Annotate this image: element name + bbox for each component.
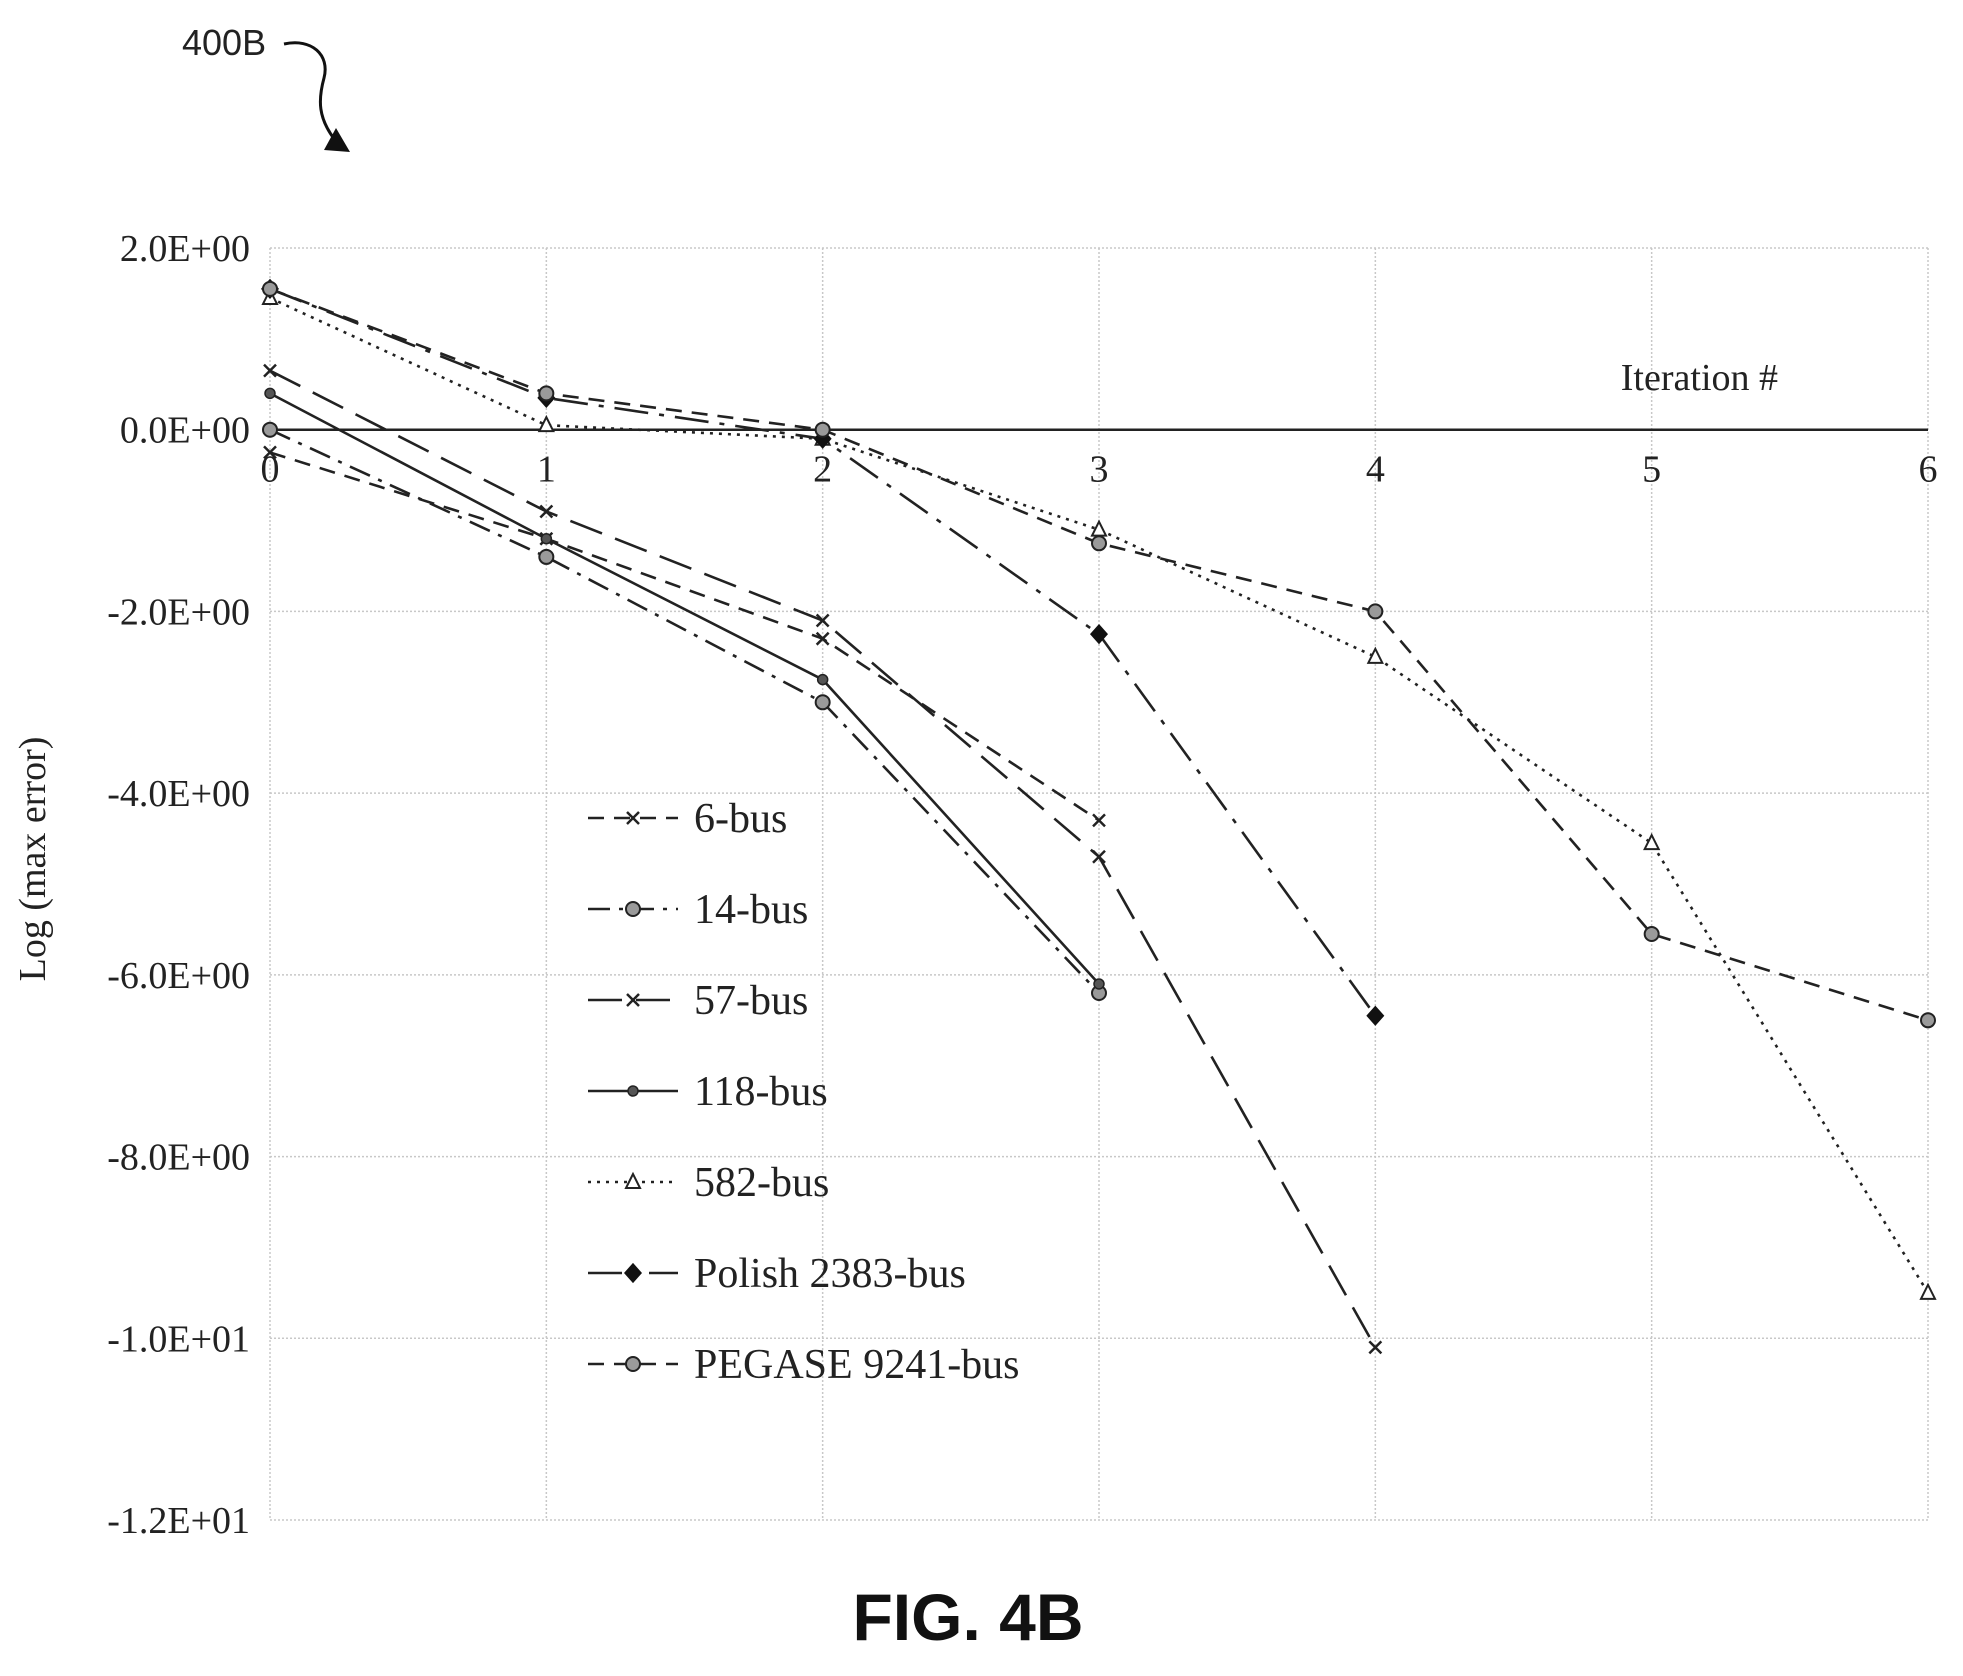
data-point [1089, 624, 1109, 645]
data-point [1643, 832, 1661, 851]
data-point [815, 613, 830, 628]
x-marker-stroke [815, 631, 830, 646]
x-marker-stroke [1092, 849, 1106, 864]
legend-label: Polish 2383-bus [694, 1251, 966, 1297]
x-tick-label: 1 [537, 449, 556, 491]
y-tick-labels: 2.0E+00 0.0E+00 -2.0E+00 -4.0E+00 -6.0E+00 -8… [107, 228, 250, 1542]
legend-marker [625, 901, 641, 917]
data-point [540, 532, 553, 545]
legend-item: 582-bus [588, 1160, 829, 1206]
y-axis-title: Log (max error) [12, 737, 54, 982]
data-point [1091, 535, 1107, 552]
legend-label: 118-bus [694, 1069, 828, 1115]
legend-item: 6-bus [588, 796, 787, 842]
figure-caption: FIG. 4B [852, 1580, 1083, 1654]
data-point [1919, 1282, 1937, 1300]
legend-item: 118-bus [588, 1069, 828, 1115]
data-point [264, 387, 276, 400]
legend-marker [627, 1085, 639, 1097]
data-point [262, 280, 278, 297]
data-point [1366, 1005, 1385, 1026]
data-point [1093, 978, 1105, 990]
data-point [1366, 646, 1384, 664]
data-point [262, 421, 278, 438]
x-marker-stroke [263, 363, 277, 378]
data-point [1367, 603, 1384, 620]
series-6-bus [263, 445, 1106, 828]
reference-label: 400B [182, 22, 350, 152]
y-tick-label: -1.0E+01 [107, 1318, 250, 1360]
legend-marker [626, 993, 640, 1007]
x-tick-labels: 0 1 2 3 4 5 6 [261, 449, 1938, 491]
legend: 6-bus 14-bus 57-bus 118-bus 582-bus Polish 23… [588, 796, 1020, 1388]
x-axis-title: Iteration # [1621, 357, 1778, 399]
legend-marker [625, 1356, 641, 1372]
ref-arrowhead-icon [324, 128, 350, 152]
legend-marker [624, 1171, 642, 1189]
series-line [269, 428, 1100, 994]
series-line [269, 392, 1100, 985]
legend-marker [626, 811, 640, 825]
x-marker-stroke [1368, 1340, 1383, 1355]
data-point [537, 414, 555, 433]
x-tick-label: 2 [813, 449, 832, 491]
legend-label: 14-bus [694, 887, 808, 933]
data-point [1643, 925, 1660, 942]
legend-label: 582-bus [694, 1160, 829, 1206]
x-marker-stroke [815, 613, 830, 628]
data-point [1368, 1340, 1383, 1355]
series-pegase-9241-bus [262, 280, 1936, 1029]
series-118-bus [264, 387, 1105, 990]
data-point [539, 504, 554, 519]
ref-arrow-line [283, 41, 337, 141]
data-point [814, 694, 831, 711]
data-point [263, 445, 277, 460]
y-tick-label: -6.0E+00 [107, 955, 250, 997]
data-point [1920, 1012, 1936, 1029]
figure-ref-label: 400B [182, 22, 266, 63]
data-point [263, 363, 277, 378]
x-tick-label: 6 [1919, 449, 1938, 491]
x-marker-stroke [1092, 813, 1106, 828]
series-14-bus [262, 421, 1107, 1002]
legend-item: PEGASE 9241-bus [588, 1342, 1020, 1388]
legend-item: Polish 2383-bus [588, 1251, 966, 1297]
legend-label: 6-bus [694, 796, 787, 842]
x-marker-stroke [539, 504, 554, 519]
x-marker-stroke [263, 445, 277, 460]
legend-item: 57-bus [588, 978, 808, 1024]
x-tick-label: 0 [261, 449, 280, 491]
x-tick-label: 3 [1090, 449, 1109, 491]
data-point [814, 421, 831, 438]
legend-item: 14-bus [588, 887, 808, 933]
legend-label: PEGASE 9241-bus [694, 1342, 1020, 1388]
data-point [538, 385, 555, 402]
gridlines [269, 247, 1929, 1521]
y-tick-label: 0.0E+00 [120, 410, 250, 452]
y-tick-label: -1.2E+01 [107, 1500, 250, 1542]
y-tick-label: 2.0E+00 [120, 228, 250, 270]
legend-marker [623, 1262, 643, 1284]
series-layer [260, 278, 1937, 1355]
y-tick-label: -4.0E+00 [107, 773, 250, 815]
y-tick-label: -8.0E+00 [107, 1137, 250, 1179]
series-line [269, 296, 1930, 1294]
legend-label: 57-bus [694, 978, 808, 1024]
x-tick-label: 4 [1366, 449, 1385, 491]
series-line [269, 451, 1100, 822]
data-point [816, 673, 829, 686]
x-tick-label: 5 [1642, 449, 1661, 491]
y-tick-label: -2.0E+00 [107, 591, 250, 633]
data-point [1092, 813, 1106, 828]
x-marker-stroke [626, 993, 640, 1007]
x-marker-stroke [626, 811, 640, 825]
data-point [1092, 849, 1106, 864]
data-point [815, 631, 830, 646]
series-57-bus [263, 363, 1383, 1355]
data-point [538, 548, 555, 565]
